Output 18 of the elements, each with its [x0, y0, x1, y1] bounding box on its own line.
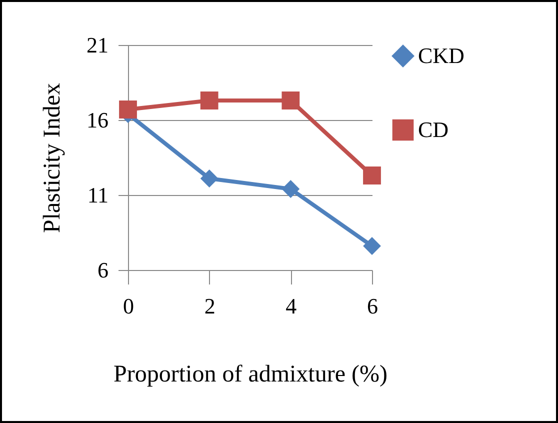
legend-label: CKD — [418, 43, 464, 68]
y-tick-label: 11 — [87, 182, 108, 208]
y-tick-label: 6 — [98, 258, 108, 282]
y-tick-label: 16 — [86, 108, 108, 132]
legend-label: CD — [418, 117, 449, 142]
point — [282, 92, 300, 110]
point — [200, 92, 218, 110]
x-axis-title: Proportion of admixture (%) — [114, 362, 388, 388]
y-axis-title: Plasticity Index — [40, 83, 66, 233]
x-tick-label: 2 — [204, 294, 216, 318]
x-tick-label: 4 — [286, 294, 297, 318]
point — [282, 180, 300, 198]
point — [200, 170, 218, 188]
y-tick-label: 21 — [86, 32, 108, 58]
point — [363, 237, 381, 255]
x-tick-label: 0 — [123, 294, 134, 318]
point — [363, 166, 381, 184]
x-tick-label: 6 — [367, 294, 378, 318]
